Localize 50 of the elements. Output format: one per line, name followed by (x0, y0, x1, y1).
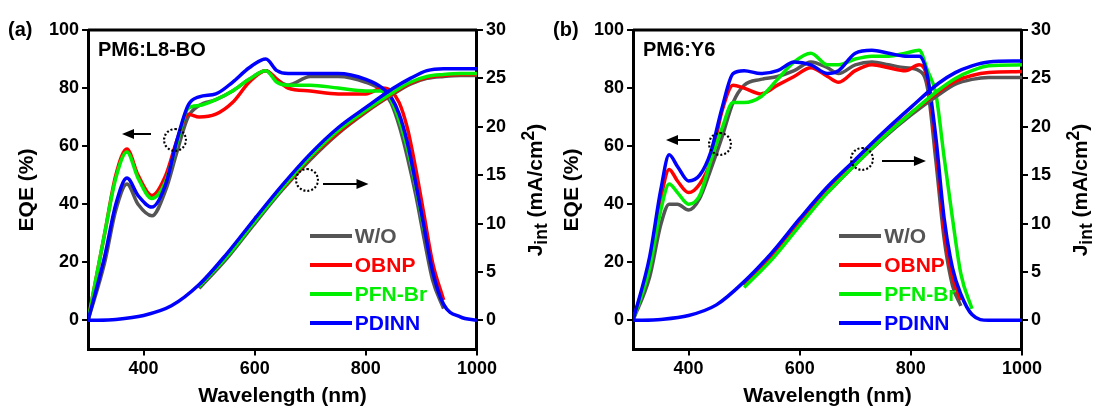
legend-label: W/O (884, 224, 927, 249)
y-axis-title: EQE (%) (14, 148, 38, 232)
chart-title: (b) (553, 18, 579, 41)
y-tick-label: 40 (604, 193, 625, 214)
y-tick-label: 20 (59, 251, 80, 272)
y-tick-label: 80 (59, 77, 80, 98)
legend-label: PDINN (354, 311, 421, 336)
x-tick-label: 1000 (456, 358, 497, 379)
y-tick-label: 100 (48, 18, 80, 39)
y2-tick-label: 5 (485, 260, 496, 281)
y-tick-label: 0 (614, 309, 625, 330)
y2-tick-label: 25 (1030, 67, 1052, 88)
y2-tick-label: 25 (485, 67, 507, 88)
x-tick-label: 400 (673, 358, 704, 379)
y-tick-label: 60 (604, 135, 625, 156)
legend-label: OBNP (354, 253, 416, 278)
legend-label: W/O (354, 224, 397, 249)
x-tick-label: 800 (895, 358, 926, 379)
x-axis-title: Wavelength (nm) (198, 383, 367, 407)
y2-tick-label: 0 (485, 309, 496, 330)
y2-tick-label: 10 (485, 212, 507, 233)
legend-label: PFN-Br (354, 282, 428, 307)
chart-subtitle: PM6:L8-BO (98, 38, 206, 61)
chart-title: (a) (8, 18, 33, 41)
legend-label: OBNP (884, 253, 945, 278)
x-tick-label: 800 (350, 358, 381, 379)
y2-tick-label: 5 (1030, 260, 1041, 281)
y2-tick-label: 10 (1030, 212, 1052, 233)
legend-label: PDINN (884, 311, 950, 336)
y2-tick-label: 30 (1030, 18, 1052, 39)
y2-tick-label: 20 (1030, 115, 1052, 136)
y2-tick-label: 15 (485, 164, 507, 185)
y-tick-label: 0 (69, 309, 80, 330)
y-tick-label: 60 (59, 135, 80, 156)
y2-tick-label: 20 (485, 115, 507, 136)
y-tick-label: 20 (604, 251, 625, 272)
x-tick-label: 1000 (1001, 358, 1042, 379)
y-tick-label: 100 (593, 18, 625, 39)
y2-tick-label: 30 (485, 18, 507, 39)
chart-subtitle: PM6:Y6 (643, 38, 716, 61)
x-tick-label: 600 (784, 358, 815, 379)
x-axis-title: Wavelength (nm) (743, 383, 912, 407)
y2-tick-label: 15 (1030, 164, 1052, 185)
x-tick-label: 600 (239, 358, 270, 379)
y-tick-label: 40 (59, 193, 80, 214)
y-tick-label: 80 (604, 77, 625, 98)
y2-tick-label: 0 (1030, 309, 1041, 330)
y-axis-title: EQE (%) (559, 148, 583, 232)
legend-label: PFN-Br (884, 282, 957, 307)
x-tick-label: 400 (128, 358, 159, 379)
